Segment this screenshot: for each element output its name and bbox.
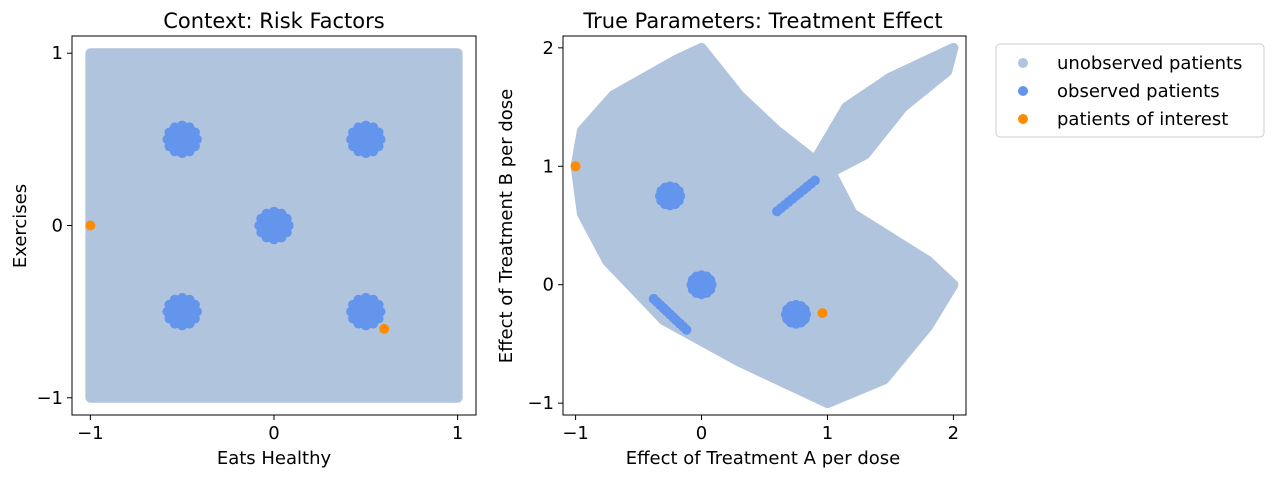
chart-title: Context: Risk Factors [163, 9, 384, 33]
observed-point [373, 127, 384, 138]
plot-area [570, 42, 959, 409]
observed-point [799, 304, 810, 315]
y-tick-label: 1 [52, 43, 63, 64]
chart-title: True Parameters: Treatment Effect [582, 9, 942, 33]
interest-point [570, 161, 581, 172]
plot-area [85, 48, 463, 403]
legend-marker-observed [1018, 86, 1028, 96]
y-tick-label: −1 [36, 388, 63, 409]
legend-marker-unobserved [1018, 58, 1028, 68]
panel-risk-factors: Context: Risk Factors −1 0 1 −1 0 1 Eats Heal… [10, 9, 477, 469]
axis-ticks: −1 0 1 −1 0 1 [36, 43, 463, 444]
legend-frame [995, 43, 1265, 138]
x-tick-label: 2 [948, 423, 959, 444]
axes-frame [562, 35, 967, 416]
interest-point [85, 220, 96, 231]
observed-point [705, 274, 716, 285]
x-tick-label: 0 [696, 423, 707, 444]
observed-point [189, 127, 200, 138]
panel-treatment-effect: True Parameters: Treatment Effect −1 0 1 2−… [496, 9, 967, 469]
observed-point [809, 175, 820, 186]
y-tick-label: 0 [543, 275, 554, 296]
observed-point [281, 213, 292, 224]
interest-point [817, 308, 828, 319]
y-tick-label: 0 [52, 216, 63, 237]
y-tick-label: −1 [527, 393, 554, 414]
x-tick-label: 1 [452, 423, 463, 444]
x-tick-label: 0 [268, 423, 279, 444]
legend-label-unobserved: unobserved patients [1057, 53, 1242, 74]
legend-label-interest: patients of interest [1057, 109, 1228, 130]
x-axis-label: Eats Healthy [217, 448, 332, 469]
y-tick-label: 2 [543, 38, 554, 59]
axis-ticks: −1 0 1 2 −1 0 1 2 [527, 38, 959, 444]
legend-label-observed: observed patients [1057, 81, 1220, 102]
legend-marker-interest [1018, 114, 1028, 124]
legend: unobserved patients observed patients pa… [995, 43, 1265, 138]
x-tick-label: 1 [822, 423, 833, 444]
observed-point [373, 299, 384, 310]
x-tick-label: −1 [562, 423, 589, 444]
observed-point [681, 324, 692, 335]
observed-point [189, 299, 200, 310]
observed-point [673, 186, 684, 197]
x-axis-label: Effect of Treatment A per dose [626, 448, 900, 469]
y-axis-label: Effect of Treatment B per dose [496, 89, 517, 364]
interest-point [379, 323, 390, 334]
x-tick-label: −1 [77, 423, 104, 444]
y-axis-label: Exercises [10, 184, 31, 268]
unobserved-region [570, 42, 959, 409]
y-tick-label: 1 [543, 156, 554, 177]
